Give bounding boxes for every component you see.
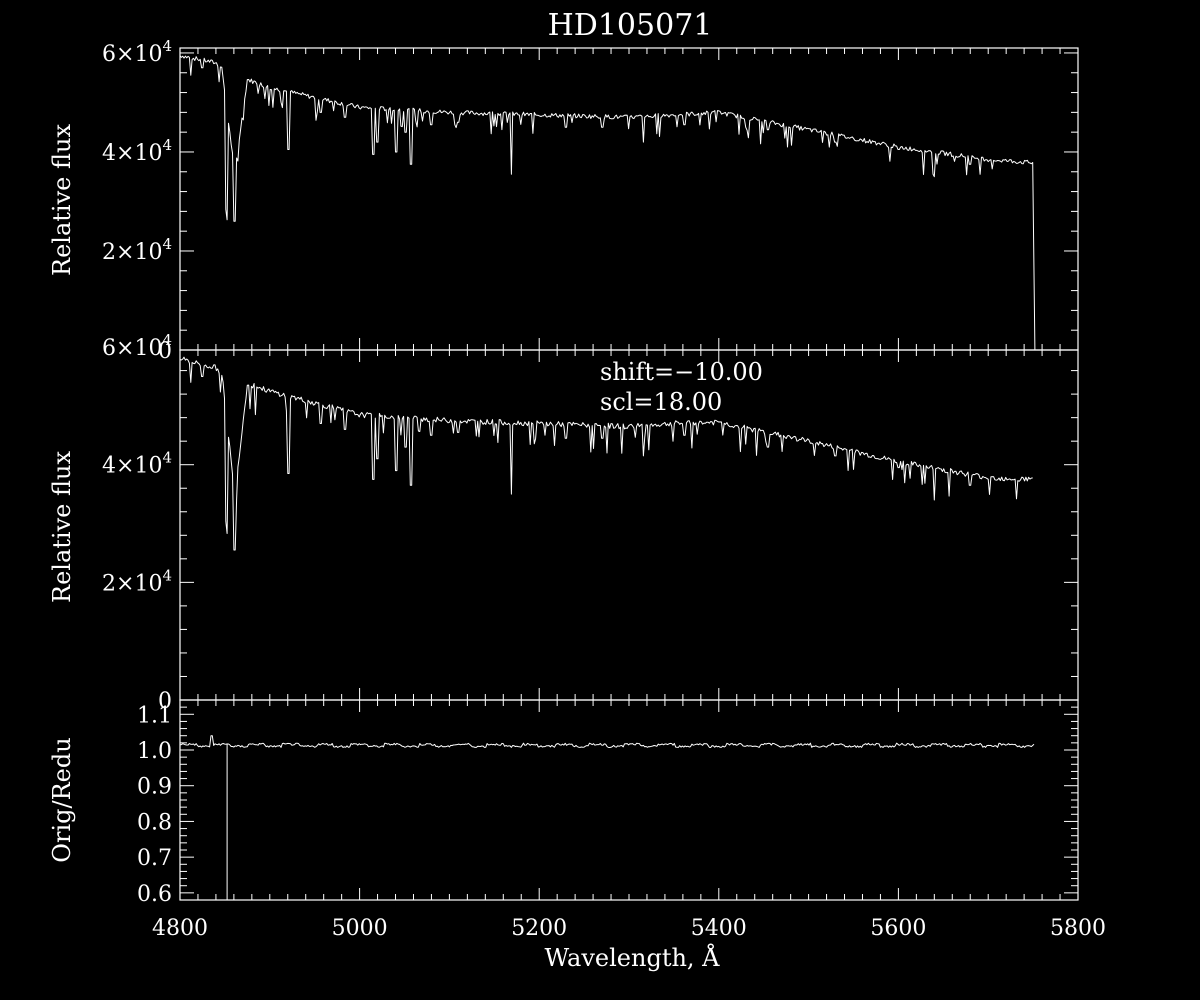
y-axis-label: Orig/Redu — [48, 737, 76, 862]
annotation-1: scl=18.00 — [600, 388, 722, 416]
y-tick-label: 0 — [158, 339, 172, 364]
y-tick-label: 6×104 — [102, 331, 172, 361]
y-tick-label: 2×104 — [102, 235, 172, 265]
y-tick-label: 1.1 — [137, 703, 172, 728]
y-axis-label: Relative flux — [48, 451, 76, 603]
top-panel: 0 2×104 4×104 6×104 Relative flux — [48, 37, 1079, 364]
x-tick-label: 5000 — [332, 916, 388, 941]
y-tick-label: 0.7 — [137, 846, 172, 871]
panels: 0 2×104 4×104 6×104 Relative flux 0 2×104 4×104… — [48, 37, 1106, 941]
y-axis-label: Relative flux — [48, 124, 76, 276]
y-tick-label: 4×104 — [102, 449, 172, 479]
x-tick-label: 5800 — [1050, 916, 1106, 941]
y-tick-label: 1.0 — [137, 739, 172, 764]
x-tick-label: 5200 — [511, 916, 567, 941]
chart-title: HD105071 — [548, 8, 713, 43]
bottom-panel: 0.6 0.7 0.8 0.9 1.0 1.1 Orig/Redu 4800 5000 5200 5… — [48, 699, 1106, 941]
y-tick-label: 6×104 — [102, 37, 172, 67]
y-tick-label: 0 — [158, 689, 172, 714]
y-tick-label: 0.8 — [137, 810, 172, 835]
x-tick-label: 4800 — [152, 916, 208, 941]
y-tick-label: 0.9 — [137, 775, 172, 800]
bottom-panel-series-line — [179, 735, 1035, 901]
y-tick-label: 0.6 — [137, 882, 172, 907]
top-panel-series-line — [179, 55, 1036, 351]
annotation-0: shift=−10.00 — [600, 358, 763, 386]
x-axis-label: Wavelength, Å — [544, 943, 720, 972]
y-tick-label: 4×104 — [102, 136, 172, 166]
x-tick-label: 5600 — [870, 916, 926, 941]
x-tick-label: 5400 — [691, 916, 747, 941]
middle-panel-series-line — [179, 356, 1033, 551]
middle-panel: 0 2×104 4×104 6×104 Relative flux shift=−10.0… — [48, 331, 1079, 714]
y-tick-label: 2×104 — [102, 566, 172, 596]
